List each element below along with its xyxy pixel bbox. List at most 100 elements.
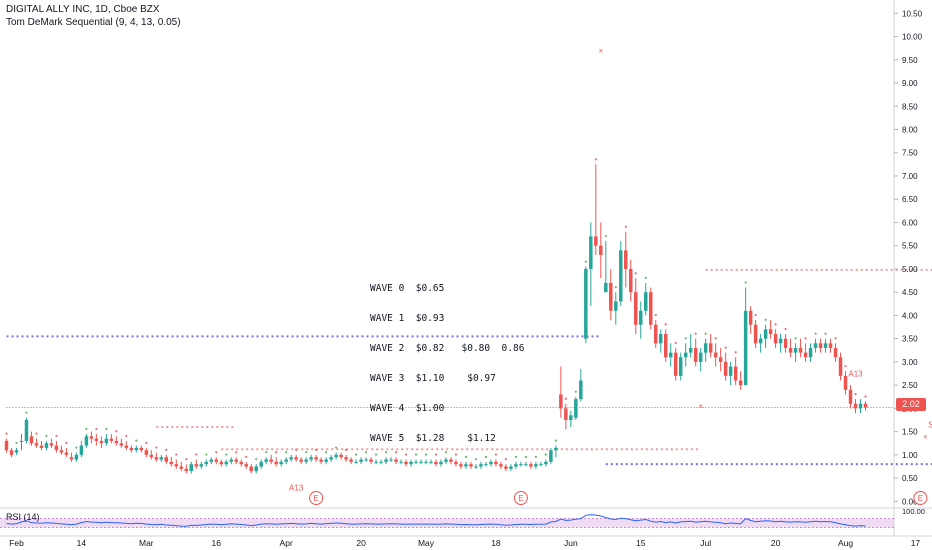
candle-body xyxy=(229,459,233,462)
candle-body xyxy=(314,457,318,460)
count-mark xyxy=(25,411,28,414)
count-mark xyxy=(255,458,258,461)
x-tick-label: Aug xyxy=(838,538,853,548)
candle-body xyxy=(778,338,783,344)
candle-body xyxy=(99,440,104,444)
candle-body xyxy=(254,466,258,472)
candle-body xyxy=(649,292,653,325)
count-mark xyxy=(75,446,78,449)
count-mark xyxy=(834,337,837,340)
count-mark xyxy=(125,434,128,438)
count-mark xyxy=(694,332,697,335)
count-mark xyxy=(195,453,198,456)
candle-body xyxy=(189,464,194,472)
candle-body xyxy=(259,461,263,467)
candle-body xyxy=(798,347,803,353)
candle-body xyxy=(544,461,548,465)
candle-body xyxy=(199,464,204,467)
count-mark xyxy=(275,451,278,454)
candle-body xyxy=(284,459,288,462)
count-mark xyxy=(854,392,857,396)
count-mark xyxy=(774,323,777,326)
y-tick-label: 5.50 xyxy=(902,242,918,251)
symbol-title: DIGITAL ALLY INC, 1D, Cboe BZX xyxy=(6,4,160,15)
indicator-title: Tom DeMark Sequential (9, 4, 13, 0.05) xyxy=(6,17,181,28)
candle-body xyxy=(489,461,493,465)
count-mark xyxy=(434,453,438,456)
annotations: A13 A13 S13 E E E xyxy=(289,370,932,505)
y-tick-label: 4.00 xyxy=(902,311,918,320)
candle-body xyxy=(733,366,738,381)
candle-body xyxy=(274,461,278,465)
candle-body xyxy=(49,443,54,446)
candle-body xyxy=(14,450,19,453)
candle-body xyxy=(614,301,618,311)
candle-body xyxy=(39,445,44,448)
count-mark xyxy=(494,453,498,456)
rsi-label: RSI (14) xyxy=(6,512,40,522)
candle-body xyxy=(713,352,718,358)
candle-body xyxy=(474,466,478,468)
candle-body xyxy=(539,464,543,466)
last-price-badge: 2.02 xyxy=(896,398,926,411)
candle-body xyxy=(803,352,808,358)
x-tick-label: Apr xyxy=(280,538,293,548)
y-tick-label: 9.50 xyxy=(902,56,918,65)
count-mark xyxy=(245,455,248,458)
candle-body xyxy=(64,452,69,455)
candle-body xyxy=(853,403,858,409)
candle-body xyxy=(124,445,129,448)
candle-body xyxy=(469,464,473,467)
candle-body xyxy=(673,352,678,376)
candle-body xyxy=(104,438,109,444)
candle-body xyxy=(389,459,393,461)
candle-body xyxy=(788,347,793,353)
count-mark xyxy=(384,451,388,454)
count-mark xyxy=(614,286,617,289)
count-mark xyxy=(265,451,268,454)
candle-body xyxy=(519,464,523,466)
count-mark xyxy=(644,276,647,279)
count-mark xyxy=(534,455,537,458)
rsi-axis-label: 100.00 xyxy=(902,507,925,516)
candle-body xyxy=(569,415,573,421)
candle-body xyxy=(264,459,268,462)
cross-mark: × xyxy=(698,402,703,411)
count-mark xyxy=(674,341,677,345)
candle-body xyxy=(324,459,328,462)
count-mark xyxy=(504,458,508,461)
candles xyxy=(4,164,868,474)
x-tick-label: 18 xyxy=(491,538,501,548)
count-mark xyxy=(145,441,148,444)
sequential-label: S13 xyxy=(928,421,932,430)
candle-body xyxy=(289,457,293,460)
count-mark xyxy=(714,337,717,340)
candle-body xyxy=(394,459,398,462)
y-tick-label: 9.00 xyxy=(902,79,918,88)
candle-body xyxy=(379,461,383,463)
candle-body xyxy=(723,361,728,376)
candle-body xyxy=(24,420,29,441)
candle-body xyxy=(858,403,863,409)
count-mark xyxy=(135,439,138,442)
candle-body xyxy=(179,466,184,469)
y-tick-label: 5.00 xyxy=(902,265,918,274)
earnings-label: E xyxy=(918,494,923,503)
count-mark xyxy=(295,448,298,451)
candle-body xyxy=(808,347,813,358)
x-tick-label: 20 xyxy=(771,538,781,548)
rsi-band xyxy=(0,518,894,528)
count-mark xyxy=(454,453,458,456)
candle-body xyxy=(549,450,553,462)
x-tick-label: 20 xyxy=(356,538,366,548)
candle-body xyxy=(584,268,588,339)
candle-body xyxy=(139,447,144,451)
y-tick-label: 7.50 xyxy=(902,149,918,158)
candle-body xyxy=(309,457,313,460)
count-mark xyxy=(844,365,847,368)
candle-body xyxy=(439,461,443,465)
candle-body xyxy=(818,343,823,348)
candle-body xyxy=(589,236,593,269)
candle-body xyxy=(339,454,343,458)
y-tick-label: 0.00 xyxy=(902,497,918,506)
